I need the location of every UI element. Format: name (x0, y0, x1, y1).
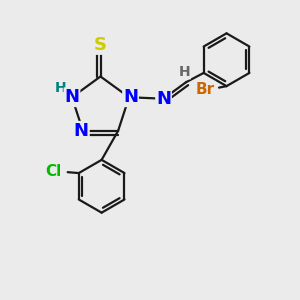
Text: N: N (74, 122, 89, 140)
Text: S: S (94, 36, 107, 54)
Text: H: H (55, 81, 66, 94)
Text: Br: Br (196, 82, 215, 97)
Text: N: N (64, 88, 80, 106)
Text: N: N (156, 90, 171, 108)
Text: N: N (123, 88, 138, 106)
Text: Cl: Cl (46, 164, 62, 179)
Text: H: H (179, 65, 190, 79)
